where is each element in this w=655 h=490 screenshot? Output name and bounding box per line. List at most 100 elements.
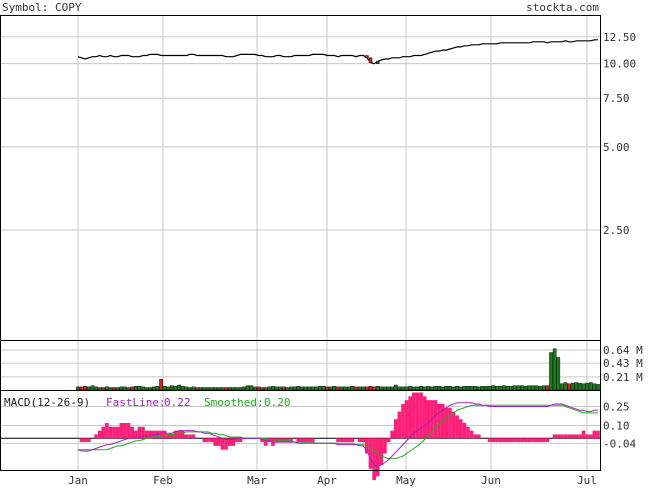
volume-bar	[188, 387, 192, 391]
volume-bar	[137, 386, 142, 391]
x-tick-label: Apr	[317, 474, 337, 486]
price-tick-label: 5.00	[603, 141, 630, 154]
macd-histogram-bar	[422, 396, 427, 439]
volume-bar	[390, 386, 394, 391]
volume-bar	[79, 386, 84, 391]
macd-histogram-bar	[267, 438, 272, 443]
macd-histogram-bar	[130, 426, 134, 439]
volume-bar	[563, 382, 568, 391]
macd-tick-label: 0.10	[603, 420, 630, 433]
volume-bar	[119, 386, 124, 391]
macd-histogram-bar	[404, 400, 409, 439]
macd-histogram-bar	[527, 438, 532, 443]
volume-bar	[227, 387, 232, 391]
volume-bar	[108, 387, 113, 391]
volume-bar	[477, 386, 481, 391]
volume-bar	[296, 386, 301, 391]
volume-bar	[440, 386, 445, 391]
macd-histogram-bar	[213, 438, 218, 446]
volume-bar	[505, 386, 510, 391]
macd-histogram-bar	[556, 434, 561, 439]
volume-bar	[90, 385, 95, 391]
macd-histogram-bar	[444, 407, 449, 439]
macd-histogram-bar	[386, 438, 391, 443]
macd-histogram-bar	[534, 438, 539, 443]
volume-bar	[263, 387, 268, 391]
macd-histogram-bar	[296, 438, 301, 443]
macd-title: MACD(12-26-9)	[4, 396, 90, 409]
volume-bar	[408, 386, 413, 391]
volume-bar	[285, 387, 290, 391]
macd-smoothed-line	[78, 404, 598, 460]
macd-histogram-bar	[227, 438, 232, 446]
price-line	[77, 39, 598, 65]
macd-histogram-bar	[531, 438, 535, 443]
macd-histogram-bar	[137, 426, 142, 439]
price-tick-label: 12.50	[603, 31, 636, 44]
macd-histogram-bar	[567, 434, 571, 439]
volume-bar	[191, 386, 196, 391]
x-tick-label: Jan	[68, 474, 88, 486]
macd-histogram-bar	[336, 438, 340, 443]
macd-histogram-bar	[578, 434, 582, 439]
macd-histogram-bar	[437, 403, 441, 439]
macd-histogram-bar	[433, 400, 438, 439]
macd-histogram-bar	[383, 438, 387, 454]
volume-bar	[466, 386, 470, 391]
macd-histogram-bar	[487, 438, 492, 443]
macd-fastline	[77, 402, 598, 467]
volume-bar	[314, 386, 319, 391]
volume-bar	[310, 386, 315, 391]
volume-bar	[245, 385, 250, 391]
volume-bar	[531, 385, 535, 391]
macd-histogram-bar	[491, 438, 496, 443]
macd-histogram-bar	[300, 438, 304, 443]
volume-bar	[213, 387, 218, 391]
macd-histogram-bar	[133, 430, 138, 439]
volume-bar	[473, 386, 478, 391]
x-tick-label: Jul	[577, 474, 597, 486]
volume-bar	[534, 385, 539, 391]
volume-bar	[253, 386, 257, 391]
macd-histogram-bar	[513, 438, 517, 443]
macd-histogram-bar	[170, 434, 174, 439]
fastline-value: 0.22	[164, 396, 191, 409]
volume-bar	[321, 386, 326, 391]
volume-tick-label: 0.43 M	[603, 357, 643, 370]
volume-bar	[458, 386, 463, 391]
macd-histogram-bar	[372, 438, 376, 481]
x-tick-label: Jun	[481, 474, 501, 486]
macd-histogram-bar	[347, 438, 351, 443]
volume-bar	[282, 386, 286, 391]
macd-histogram-bar	[184, 434, 189, 439]
volume-bar	[552, 348, 557, 391]
macd-histogram-bar	[415, 392, 420, 439]
smoothed-label: Smoothed:	[204, 396, 264, 409]
macd-histogram-bar	[408, 396, 413, 439]
macd-histogram-bar	[357, 438, 362, 443]
volume-bar	[177, 384, 181, 391]
macd-histogram-bar	[361, 438, 366, 443]
volume-bar	[556, 357, 561, 391]
volume-bar	[375, 386, 380, 391]
macd-histogram-bar	[83, 438, 88, 443]
smoothed-value: 0.20	[264, 396, 291, 409]
volume-bar	[567, 383, 571, 391]
macd-histogram-bar	[505, 438, 510, 443]
volume-bar	[76, 386, 80, 391]
volume-bar	[101, 387, 106, 391]
macd-histogram-bar	[220, 438, 225, 450]
volume-bar	[318, 386, 322, 391]
volume-bar	[365, 386, 369, 391]
volume-bar	[238, 387, 243, 391]
volume-bar	[209, 387, 214, 391]
macd-histogram-bar	[498, 438, 503, 443]
volume-bar	[527, 385, 532, 391]
volume-bar	[105, 386, 109, 391]
volume-bar	[130, 386, 134, 391]
volume-bar	[94, 386, 98, 391]
x-tick-label: May	[396, 474, 416, 486]
macd-histogram-bar	[397, 411, 402, 439]
volume-bar	[260, 387, 264, 391]
